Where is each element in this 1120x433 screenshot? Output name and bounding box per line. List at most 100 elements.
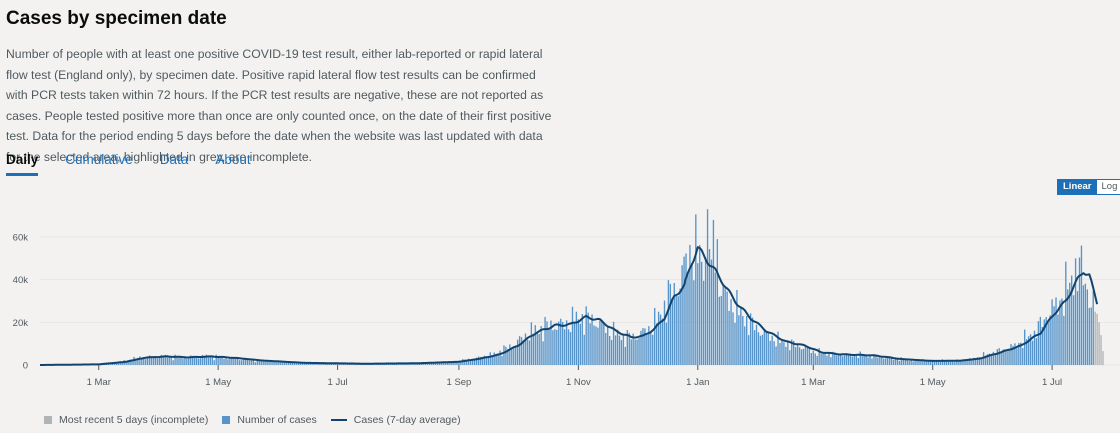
daily-case-bar — [1010, 343, 1012, 365]
daily-case-bar — [1088, 307, 1090, 365]
daily-case-bar — [550, 320, 552, 365]
daily-case-bar — [746, 315, 748, 365]
daily-case-bar — [791, 339, 793, 365]
linear-scale-button[interactable]: Linear — [1058, 180, 1097, 194]
daily-case-bar — [450, 362, 452, 365]
tab-daily[interactable]: Daily — [6, 152, 39, 176]
daily-case-bar — [1049, 315, 1051, 365]
daily-case-bar — [503, 345, 505, 365]
daily-case-bar — [794, 347, 797, 365]
daily-case-bar — [894, 358, 897, 365]
daily-case-bar — [875, 354, 877, 365]
daily-case-bar — [761, 334, 764, 365]
daily-case-bar — [278, 361, 280, 365]
daily-case-bar — [777, 331, 779, 365]
tab-about[interactable]: About — [215, 152, 251, 167]
daily-case-bar — [1018, 342, 1020, 365]
daily-case-bar — [650, 332, 652, 365]
x-tick-label: 1 May — [205, 377, 231, 388]
tab-cumulative[interactable]: Cumulative — [65, 152, 133, 167]
daily-case-bar — [648, 326, 650, 365]
daily-case-bar — [636, 339, 638, 365]
daily-case-bar — [873, 354, 875, 365]
daily-case-bar — [740, 308, 742, 365]
daily-case-bar — [832, 351, 834, 365]
daily-case-bar — [624, 346, 627, 365]
daily-case-bar — [419, 363, 421, 365]
daily-case-bar — [1078, 257, 1081, 365]
daily-case-bar — [961, 359, 963, 365]
x-tick-label: 1 Mar — [87, 377, 111, 388]
daily-case-bar — [945, 360, 948, 365]
daily-case-bar — [297, 362, 300, 365]
daily-case-bar — [511, 348, 513, 365]
daily-case-bar — [242, 358, 245, 365]
daily-case-bar — [699, 245, 701, 365]
daily-case-bar — [1004, 349, 1006, 365]
daily-case-bar — [145, 359, 147, 365]
daily-case-bar — [131, 361, 133, 365]
seven-day-average-line — [40, 246, 1099, 366]
daily-case-bar — [830, 357, 832, 365]
daily-case-bar — [1006, 351, 1008, 365]
daily-case-bar — [1055, 297, 1057, 365]
daily-case-bar — [710, 259, 713, 365]
daily-case-bar — [663, 300, 666, 365]
daily-case-bar — [180, 356, 182, 365]
daily-case-bar — [716, 239, 719, 365]
daily-case-bar — [722, 284, 724, 365]
daily-case-bar — [215, 354, 217, 365]
daily-case-bar — [930, 360, 932, 365]
daily-case-bar — [231, 356, 233, 365]
cases-swatch — [222, 416, 231, 424]
daily-case-bar — [1002, 349, 1004, 365]
daily-case-bar — [442, 361, 444, 365]
daily-case-bar — [675, 295, 677, 365]
daily-case-bar — [135, 358, 137, 365]
daily-case-bar — [785, 346, 787, 365]
y-tick-label: 40k — [13, 275, 29, 286]
daily-case-bar — [847, 353, 850, 365]
daily-case-bar — [838, 353, 840, 365]
daily-case-bar — [197, 358, 200, 365]
daily-case-bar — [607, 326, 609, 365]
daily-case-bar — [902, 359, 904, 365]
legend-average: Cases (7-day average) — [330, 414, 461, 426]
daily-case-bar — [1080, 245, 1083, 365]
daily-case-bar — [912, 361, 914, 365]
daily-case-bar — [937, 361, 940, 365]
daily-case-bar — [593, 325, 595, 365]
daily-case-bar — [802, 348, 805, 365]
log-scale-button[interactable]: Log — [1096, 180, 1120, 194]
daily-case-bar — [587, 312, 589, 365]
x-tick-label: 1 Nov — [566, 377, 591, 388]
daily-case-bar — [217, 356, 219, 365]
daily-case-bar — [655, 323, 658, 365]
daily-case-bar — [947, 360, 950, 365]
daily-case-bar — [1090, 307, 1092, 365]
daily-case-bar — [732, 312, 734, 365]
daily-case-bar — [1063, 315, 1065, 365]
daily-case-bar — [959, 360, 961, 365]
daily-case-bar — [935, 360, 938, 365]
daily-case-bar — [601, 319, 603, 365]
daily-case-bar — [879, 356, 881, 365]
daily-case-bar — [612, 321, 615, 365]
tab-data[interactable]: Data — [159, 152, 189, 167]
daily-case-bar — [697, 263, 699, 365]
daily-case-bar — [796, 344, 799, 365]
daily-case-bar — [1035, 338, 1038, 365]
daily-case-bar — [213, 360, 215, 365]
daily-case-bar — [1051, 299, 1053, 365]
daily-case-bar — [499, 350, 501, 365]
daily-case-bar — [569, 332, 572, 365]
daily-case-bar — [626, 330, 628, 365]
daily-case-bar — [260, 360, 262, 365]
daily-case-bar — [763, 329, 766, 365]
daily-case-bar — [252, 360, 255, 365]
daily-case-bar — [781, 339, 783, 365]
daily-case-bar — [951, 360, 953, 365]
daily-case-bar — [800, 349, 803, 365]
daily-case-bar — [644, 328, 646, 365]
daily-case-bar — [544, 316, 546, 365]
